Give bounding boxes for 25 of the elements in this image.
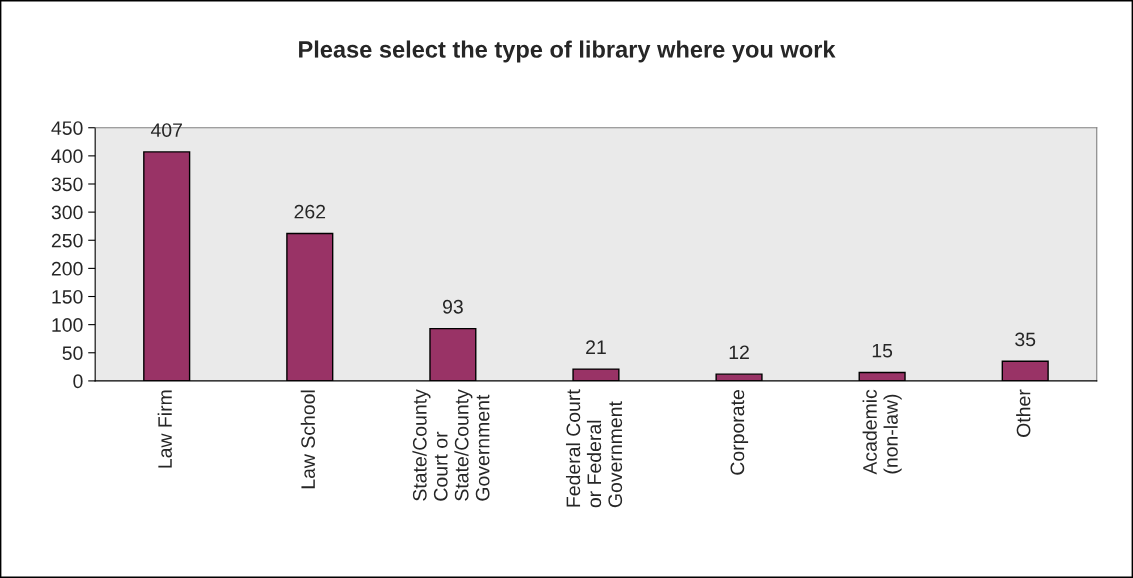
chart-title: Please select the type of library where you work xyxy=(299,40,836,63)
y-tick-label: 100 xyxy=(52,318,83,332)
data-label: 407 xyxy=(150,123,182,137)
y-tick-label: 400 xyxy=(51,149,83,164)
data-label: 15 xyxy=(872,343,893,358)
x-tick-label: Other xyxy=(1016,389,1031,437)
x-tick-label: Academic (non-law) xyxy=(862,389,902,475)
y-tick-label: 300 xyxy=(51,205,83,220)
data-label: 93 xyxy=(442,299,463,314)
x-tick-label: Law Firm xyxy=(157,390,172,468)
data-label: 21 xyxy=(586,340,606,354)
x-tick-label: Federal Court or Federal Government xyxy=(565,389,623,508)
y-tick-label: 200 xyxy=(51,261,83,276)
y-tick-label: 250 xyxy=(51,233,83,248)
data-label: 262 xyxy=(294,204,326,219)
y-tick-label: 150 xyxy=(52,289,83,304)
data-label: 35 xyxy=(1015,332,1036,347)
x-tick-label: Law School xyxy=(300,390,316,489)
y-tick-label: 50 xyxy=(62,346,83,361)
data-label: 12 xyxy=(729,345,749,360)
y-tick-label: 0 xyxy=(73,374,83,389)
x-tick-label: State/County Court or State/County Government xyxy=(412,389,490,501)
y-tick-label: 350 xyxy=(51,177,83,192)
x-tick-label: Corporate xyxy=(730,390,749,475)
y-tick-label: 450 xyxy=(51,121,83,135)
